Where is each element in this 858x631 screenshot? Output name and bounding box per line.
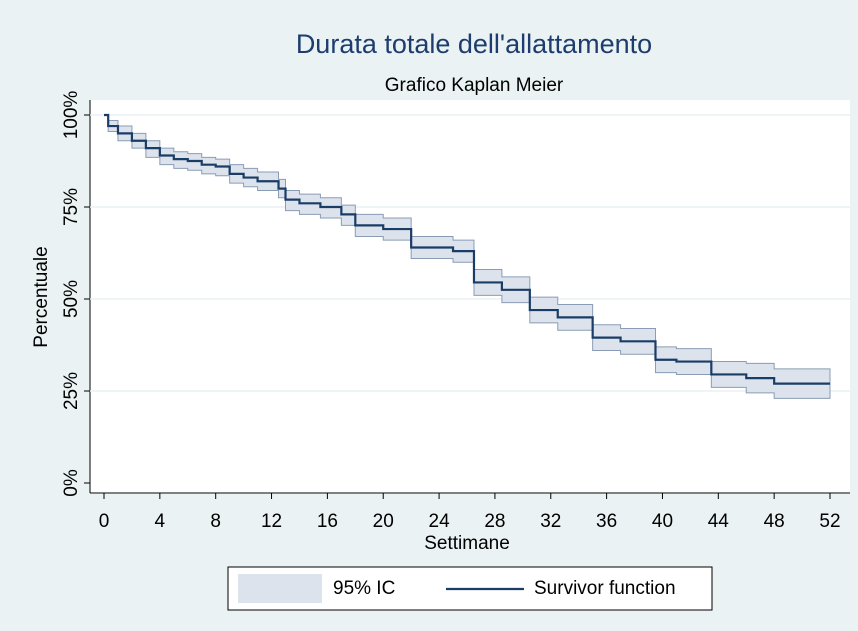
x-tick-label: 16 [317, 511, 338, 532]
legend-swatch-ci [238, 574, 322, 603]
y-tick-label: 0% [61, 469, 82, 497]
x-axis-label: Settimane [424, 533, 510, 554]
legend-label: 95% IC [333, 578, 395, 599]
x-tick-label: 44 [708, 511, 730, 532]
y-tick-label: 75% [61, 188, 82, 226]
x-tick-label: 24 [429, 511, 451, 532]
y-axis-label: Percentuale [31, 246, 52, 347]
survival-line [104, 113, 830, 385]
grid [90, 114, 850, 392]
x-tick-label: 20 [373, 511, 394, 532]
y-tick-label: 100% [61, 91, 82, 140]
y-tick-label: 50% [61, 280, 82, 318]
x-tick-label: 12 [261, 511, 282, 532]
x-tick-label: 52 [819, 511, 840, 532]
chart-title: Durata totale dell'allattamento [296, 29, 652, 59]
chart-subtitle: Grafico Kaplan Meier [385, 75, 564, 96]
x-tick-label: 36 [596, 511, 617, 532]
x-tick-label: 8 [210, 511, 221, 532]
x-tick-label: 48 [764, 511, 785, 532]
x-tick-label: 40 [652, 511, 673, 532]
legend-label: Survivor function [534, 578, 676, 599]
y-tick-label: 25% [61, 372, 82, 410]
x-tick-label: 4 [155, 511, 166, 532]
x-tick-label: 0 [99, 511, 110, 532]
x-tick-label: 28 [484, 511, 505, 532]
x-tick-label: 32 [540, 511, 561, 532]
